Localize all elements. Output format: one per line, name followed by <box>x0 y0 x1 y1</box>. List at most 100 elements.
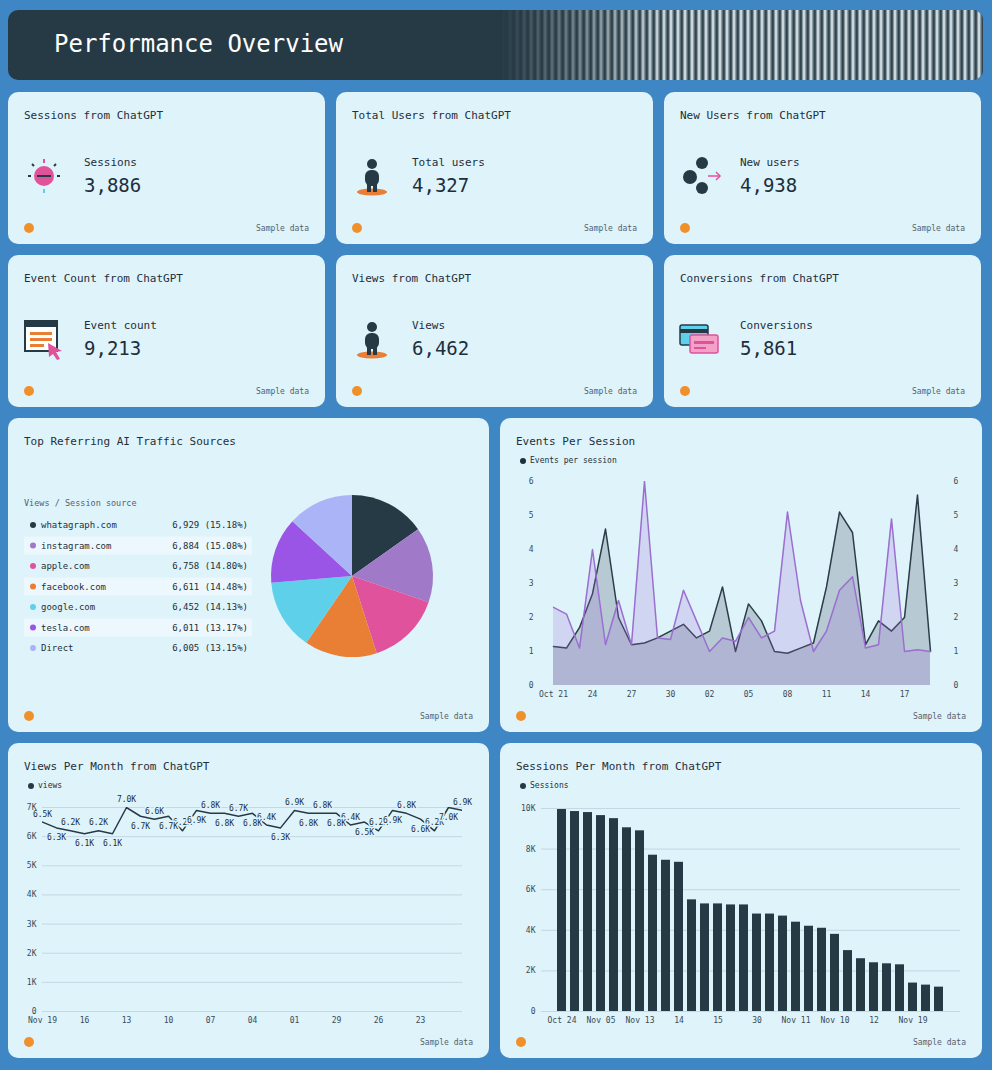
svg-text:0: 0 <box>954 681 959 690</box>
svg-text:6,611 (14.48%): 6,611 (14.48%) <box>172 582 248 592</box>
svg-text:13: 13 <box>122 1016 132 1025</box>
svg-text:6.8K: 6.8K <box>243 819 262 828</box>
svg-text:4: 4 <box>954 545 959 554</box>
svg-text:7K: 7K <box>27 803 37 812</box>
svg-text:26: 26 <box>374 1016 384 1025</box>
svg-text:07: 07 <box>206 1016 216 1025</box>
html-text:3,886: 3,886 <box>84 174 142 196</box>
svg-text:0: 0 <box>32 1007 37 1016</box>
svg-text:6.7K: 6.7K <box>229 804 248 813</box>
svg-text:0: 0 <box>531 1007 536 1016</box>
svg-text:08: 08 <box>783 690 793 699</box>
svg-text:5K: 5K <box>27 861 37 870</box>
svg-text:facebook.com: facebook.com <box>41 582 106 592</box>
svg-text:6.6K: 6.6K <box>145 807 164 816</box>
svg-text:6K: 6K <box>526 885 536 894</box>
svg-text:16: 16 <box>80 1016 90 1025</box>
svg-text:tesla.com: tesla.com <box>41 623 90 633</box>
svg-text:6.2K: 6.2K <box>61 818 80 827</box>
svg-text:02: 02 <box>705 690 715 699</box>
svg-text:Nov 11: Nov 11 <box>782 1016 811 1025</box>
svg-text:Nov 10: Nov 10 <box>821 1016 850 1025</box>
svg-text:3K: 3K <box>27 920 37 929</box>
svg-text:6.5K: 6.5K <box>355 828 374 837</box>
svg-text:15: 15 <box>713 1016 723 1025</box>
svg-text:Oct 21: Oct 21 <box>539 690 568 699</box>
svg-text:2K: 2K <box>27 949 37 958</box>
svg-text:1: 1 <box>954 647 959 656</box>
svg-text:0: 0 <box>529 681 534 690</box>
svg-text:6.8K: 6.8K <box>397 801 416 810</box>
svg-text:Nov 19: Nov 19 <box>899 1016 928 1025</box>
svg-text:6: 6 <box>529 477 534 486</box>
svg-text:6.8K: 6.8K <box>201 801 220 810</box>
svg-text:5: 5 <box>529 511 534 520</box>
svg-text:6,929 (15.18%): 6,929 (15.18%) <box>172 520 248 530</box>
svg-text:6.7K: 6.7K <box>131 822 150 831</box>
svg-text:3: 3 <box>529 579 534 588</box>
svg-text:6.9K: 6.9K <box>187 816 206 825</box>
svg-text:30: 30 <box>666 690 676 699</box>
svg-text:whatagraph.com: whatagraph.com <box>41 520 117 530</box>
svg-text:6.8K: 6.8K <box>299 819 318 828</box>
svg-text:2: 2 <box>954 613 959 622</box>
svg-text:Views / Session source: Views / Session source <box>24 498 137 508</box>
svg-text:3: 3 <box>954 579 959 588</box>
svg-text:14: 14 <box>674 1016 684 1025</box>
svg-text:6K: 6K <box>27 832 37 841</box>
svg-text:1K: 1K <box>27 978 37 987</box>
svg-text:1: 1 <box>529 647 534 656</box>
svg-text:6.7K: 6.7K <box>159 822 178 831</box>
svg-text:6.2K: 6.2K <box>89 818 108 827</box>
svg-text:6.8K: 6.8K <box>313 801 332 810</box>
svg-text:27: 27 <box>627 690 637 699</box>
svg-text:4K: 4K <box>27 890 37 899</box>
svg-text:30: 30 <box>752 1016 762 1025</box>
svg-text:04: 04 <box>248 1016 258 1025</box>
svg-text:29: 29 <box>332 1016 342 1025</box>
html-text:Performance Overview: Performance Overview <box>54 30 343 58</box>
svg-text:6.9K: 6.9K <box>453 798 472 807</box>
svg-text:Direct: Direct <box>41 643 74 653</box>
svg-text:24: 24 <box>588 690 598 699</box>
svg-text:Nov 19: Nov 19 <box>28 1016 57 1025</box>
svg-text:4K: 4K <box>526 926 536 935</box>
svg-text:6.1K: 6.1K <box>75 839 94 848</box>
svg-text:apple.com: apple.com <box>41 561 90 571</box>
svg-text:7.0K: 7.0K <box>117 795 136 804</box>
svg-text:23: 23 <box>416 1016 426 1025</box>
svg-text:Nov 13: Nov 13 <box>626 1016 655 1025</box>
svg-text:6.1K: 6.1K <box>103 839 122 848</box>
svg-text:6.3K: 6.3K <box>271 833 290 842</box>
svg-text:6,005 (13.15%): 6,005 (13.15%) <box>172 643 248 653</box>
svg-text:4: 4 <box>529 545 534 554</box>
svg-text:6,758 (14.80%): 6,758 (14.80%) <box>172 561 248 571</box>
svg-text:01: 01 <box>290 1016 300 1025</box>
svg-text:Nov 05: Nov 05 <box>587 1016 616 1025</box>
svg-text:17: 17 <box>900 690 910 699</box>
svg-text:12: 12 <box>869 1016 879 1025</box>
svg-text:10: 10 <box>164 1016 174 1025</box>
svg-text:instagram.com: instagram.com <box>41 541 111 551</box>
svg-text:2: 2 <box>529 613 534 622</box>
svg-text:Oct 24: Oct 24 <box>548 1016 577 1025</box>
svg-text:14: 14 <box>861 690 871 699</box>
svg-text:6: 6 <box>954 477 959 486</box>
svg-text:6.9K: 6.9K <box>285 798 304 807</box>
svg-text:8K: 8K <box>526 845 536 854</box>
svg-text:6.3K: 6.3K <box>47 833 66 842</box>
svg-text:6,452 (14.13%): 6,452 (14.13%) <box>172 602 248 612</box>
svg-text:6.8K: 6.8K <box>327 819 346 828</box>
svg-text:6.9K: 6.9K <box>383 816 402 825</box>
svg-text:2K: 2K <box>526 966 536 975</box>
svg-text:6.8K: 6.8K <box>215 819 234 828</box>
svg-text:6,884 (15.08%): 6,884 (15.08%) <box>172 541 248 551</box>
svg-text:05: 05 <box>744 690 754 699</box>
svg-text:11: 11 <box>822 690 832 699</box>
svg-text:7.0K: 7.0K <box>439 813 458 822</box>
svg-text:google.com: google.com <box>41 602 95 612</box>
svg-text:10K: 10K <box>521 804 536 813</box>
svg-text:6.6K: 6.6K <box>411 825 430 834</box>
svg-text:6,011 (13.17%): 6,011 (13.17%) <box>172 623 248 633</box>
svg-text:5: 5 <box>954 511 959 520</box>
